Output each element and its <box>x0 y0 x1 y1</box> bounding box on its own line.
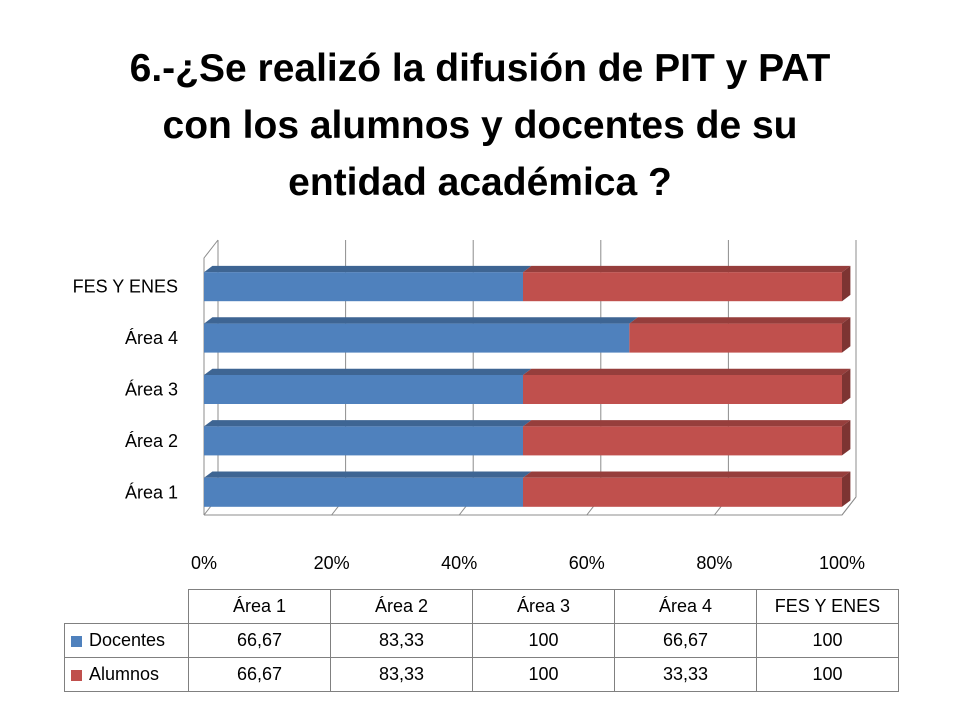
value-axis-labels: 0% 20% 40% 60% 80% 100% <box>191 553 865 573</box>
bar-alumnos-area-4-top <box>629 317 851 324</box>
table-cell: 33,33 <box>614 657 757 692</box>
bar-docentes-area-4 <box>204 317 638 353</box>
legend-entry-docentes: Docentes <box>64 623 189 658</box>
legend-label: Alumnos <box>89 664 160 684</box>
table-column-header: Área 2 <box>330 589 473 624</box>
bar-docentes-area-2-front <box>204 426 523 456</box>
table-corner <box>64 589 189 624</box>
table-column-header: Área 3 <box>472 589 615 624</box>
bar-docentes-fes-y-enes-top <box>204 265 532 273</box>
tick-label: 40% <box>441 553 477 573</box>
category-label: Área 1 <box>125 482 178 502</box>
bar-docentes-area-4-front <box>204 323 630 353</box>
table-header-row: Área 1 Área 2 Área 3 Área 4 FES Y ENES <box>64 589 899 624</box>
table-cell: 100 <box>756 623 899 658</box>
bar-alumnos-fes-y-enes-front <box>523 272 842 302</box>
bar-docentes-fes-y-enes <box>204 265 532 302</box>
bar-alumnos-area-4-front <box>629 323 842 353</box>
table-column-header: Área 4 <box>614 589 757 624</box>
bar-docentes-area-1 <box>204 471 532 507</box>
bar-alumnos-area-1 <box>523 471 851 507</box>
bar-docentes-area-1-front <box>204 477 523 507</box>
bar-docentes-area-1-top <box>204 471 532 478</box>
table-cell: 100 <box>756 657 899 692</box>
bar-alumnos-fes-y-enes <box>523 265 851 302</box>
bar-docentes-area-2-top <box>204 420 532 427</box>
tick-label: 20% <box>314 553 350 573</box>
bar-alumnos-area-4 <box>629 317 851 353</box>
bar-end-area-3 <box>842 368 851 404</box>
bar-docentes-area-3-front <box>204 375 523 404</box>
bar-end-area-2 <box>842 420 851 456</box>
table-cell: 83,33 <box>330 623 473 658</box>
gridline-floor <box>841 496 857 516</box>
bars <box>204 265 851 507</box>
table-column-header: FES Y ENES <box>756 589 899 624</box>
bar-alumnos-area-2 <box>523 420 851 456</box>
tick-label: 60% <box>569 553 605 573</box>
category-label: FES Y ENES <box>73 277 178 297</box>
table-column-header: Área 1 <box>188 589 331 624</box>
table-cell: 100 <box>472 657 615 692</box>
bar-alumnos-area-1-front <box>523 477 842 507</box>
bar-docentes-area-2 <box>204 420 532 456</box>
table-row: Alumnos 66,67 83,33 100 33,33 100 <box>64 657 899 692</box>
category-axis-labels: Área 1 Área 2 Área 3 Área 4 FES Y ENES <box>73 277 178 503</box>
bar-end-area-1 <box>842 471 851 507</box>
bar-alumnos-area-3 <box>523 368 851 404</box>
legend-swatch <box>71 635 82 647</box>
table-cell: 66,67 <box>188 623 331 658</box>
bar-docentes-fes-y-enes-front <box>204 272 523 302</box>
bar-end-area-4 <box>842 317 851 353</box>
category-label: Área 4 <box>125 328 178 348</box>
bar-alumnos-area-3-front <box>523 375 842 404</box>
bar-alumnos-area-2-top <box>523 420 851 427</box>
bar-alumnos-area-3-top <box>523 368 851 375</box>
tick-label: 0% <box>191 553 217 573</box>
tick-label: 80% <box>696 553 732 573</box>
bar-docentes-area-3 <box>204 368 532 404</box>
bar-alumnos-fes-y-enes-top <box>523 265 851 273</box>
category-label: Área 3 <box>125 380 178 400</box>
bar-alumnos-area-1-top <box>523 471 851 478</box>
table-row: Docentes 66,67 83,33 100 66,67 100 <box>64 623 899 658</box>
chart-title: 6.-¿Se realizó la difusión de PIT y PAT … <box>129 47 831 204</box>
category-label: Área 2 <box>125 431 178 451</box>
bar-alumnos-area-2-front <box>523 426 842 456</box>
table-cell: 66,67 <box>614 623 757 658</box>
legend-label: Docentes <box>89 630 166 650</box>
bar-end-fes-y-enes <box>842 265 851 302</box>
table-cell: 83,33 <box>330 657 473 692</box>
bar-docentes-area-4-top <box>204 317 638 324</box>
legend-swatch <box>71 669 82 681</box>
table-cell: 66,67 <box>188 657 331 692</box>
tick-label: 100% <box>819 553 865 573</box>
bar-docentes-area-3-top <box>204 368 532 375</box>
legend-entry-alumnos: Alumnos <box>64 657 189 692</box>
table-cell: 100 <box>472 623 615 658</box>
data-table: Área 1 Área 2 Área 3 Área 4 FES Y ENES Docent… <box>64 589 899 692</box>
